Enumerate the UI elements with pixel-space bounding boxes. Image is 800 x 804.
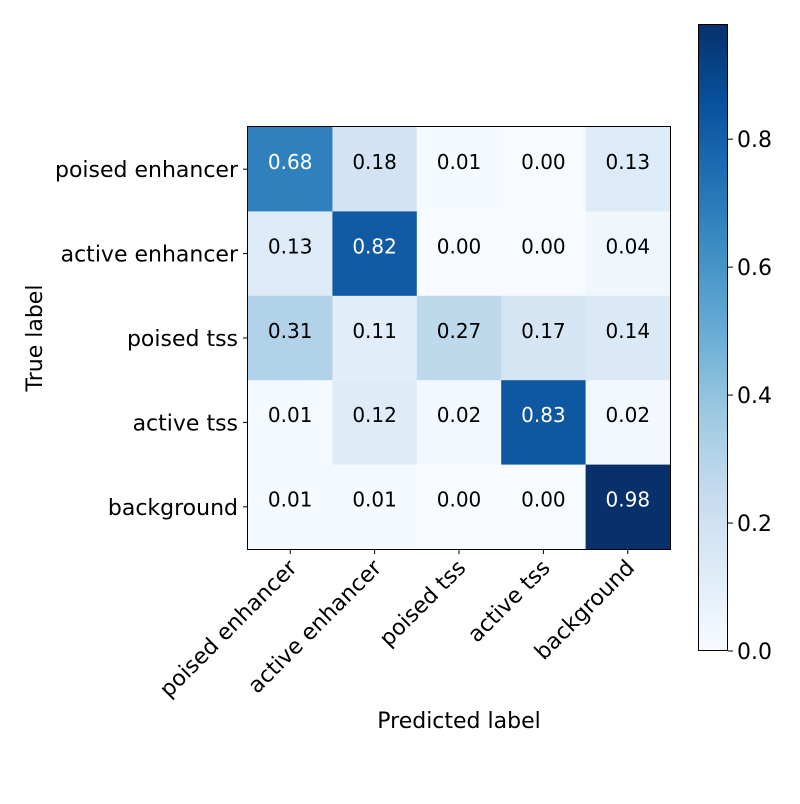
heatmap-cell-r4-c1 <box>332 464 418 550</box>
cell-value-label: 0.68 <box>268 150 313 174</box>
heatmap-cells <box>248 127 671 550</box>
cell-value-label: 0.04 <box>606 234 651 258</box>
y-axis-ticks: poised enhancer active enhancer poised tss… <box>55 158 248 521</box>
heatmap-cell-r4-c2 <box>416 464 502 550</box>
heatmap-cell-r2-c4 <box>585 295 671 381</box>
cell-value-label: 0.13 <box>606 150 651 174</box>
colorbar-tick-label: 0.6 <box>737 256 772 281</box>
cell-value-label: 0.00 <box>521 488 566 512</box>
heatmap-cell-r1-c2 <box>416 211 502 297</box>
cell-value-label: 0.98 <box>606 488 651 512</box>
heatmap-cell-r0-c0 <box>248 127 333 212</box>
y-axis-label: True label <box>23 285 48 393</box>
cell-value-label: 0.01 <box>352 488 397 512</box>
cell-value-label: 0.00 <box>437 488 482 512</box>
heatmap-cell-r3-c1 <box>332 380 418 466</box>
cell-value-label: 0.02 <box>437 403 482 427</box>
cell-value-label: 0.31 <box>268 319 313 343</box>
colorbar-tick-label: 0.4 <box>737 384 772 409</box>
heatmap-cell-r3-c0 <box>248 380 333 466</box>
y-tick-label: background <box>108 496 238 521</box>
heatmap-cell-r2-c1 <box>332 295 418 381</box>
colorbar-tick-label: 0.2 <box>737 512 772 537</box>
x-tick-label: active tss <box>463 556 555 648</box>
cell-value-label: 0.01 <box>268 488 313 512</box>
heatmap-cell-r0-c1 <box>332 127 418 212</box>
colorbar-gradient <box>698 24 728 651</box>
cell-value-label: 0.27 <box>437 319 482 343</box>
cell-value-label: 0.00 <box>437 234 482 258</box>
heatmap-cell-r2-c2 <box>416 295 502 381</box>
cell-value-label: 0.01 <box>437 150 482 174</box>
heatmap-cell-r2-c3 <box>501 295 587 381</box>
cell-value-label: 0.01 <box>268 403 313 427</box>
heatmap-cell-r4-c0 <box>248 464 333 550</box>
cell-value-label: 0.17 <box>521 319 566 343</box>
heatmap-cell-r1-c4 <box>585 211 671 297</box>
heatmap-cell-r4-c4 <box>585 464 671 550</box>
heatmap-cell-r2-c0 <box>248 295 333 381</box>
cell-value-label: 0.00 <box>521 150 566 174</box>
cell-value-labels: 0.68 0.18 0.01 0.00 0.13 0.13 0.82 0.00 0.00 0.04… <box>268 150 650 512</box>
x-tick-label: poised enhancer <box>155 555 303 703</box>
cell-value-label: 0.12 <box>352 403 397 427</box>
colorbar-tick-label: 0.0 <box>737 640 772 665</box>
heatmap-cell-r1-c1 <box>332 211 418 297</box>
cell-value-label: 0.18 <box>352 150 397 174</box>
heatmap-cell-r0-c2 <box>416 127 502 212</box>
colorbar: 0.0 0.2 0.4 0.6 0.8 <box>698 24 772 665</box>
cell-value-label: 0.83 <box>521 403 566 427</box>
cell-value-label: 0.02 <box>606 403 651 427</box>
heatmap-cell-r3-c2 <box>416 380 502 466</box>
colorbar-ticks: 0.0 0.2 0.4 0.6 0.8 <box>728 128 772 665</box>
colorbar-tick-label: 0.8 <box>737 128 772 153</box>
x-tick-label: poised tss <box>375 556 471 652</box>
heatmap-cell-r0-c4 <box>585 127 671 212</box>
x-axis-label: Predicted label <box>377 709 540 734</box>
cell-value-label: 0.82 <box>352 234 397 258</box>
cell-value-label: 0.14 <box>606 319 651 343</box>
heatmap-cell-r3-c4 <box>585 380 671 466</box>
y-tick-label: poised enhancer <box>55 158 239 183</box>
cell-value-label: 0.11 <box>352 319 397 343</box>
heatmap-cell-r4-c3 <box>501 464 587 550</box>
cell-value-label: 0.00 <box>521 234 566 258</box>
heatmap-cell-r0-c3 <box>501 127 587 212</box>
y-tick-label: poised tss <box>127 327 238 352</box>
heatmap-cell-r1-c3 <box>501 211 587 297</box>
heatmap-cell-r1-c0 <box>248 211 333 297</box>
heatmap-cell-r3-c3 <box>501 380 587 466</box>
cell-value-label: 0.13 <box>268 234 313 258</box>
y-tick-label: active enhancer <box>61 243 239 268</box>
colorbar-frame <box>698 24 728 651</box>
y-tick-label: active tss <box>133 411 238 436</box>
